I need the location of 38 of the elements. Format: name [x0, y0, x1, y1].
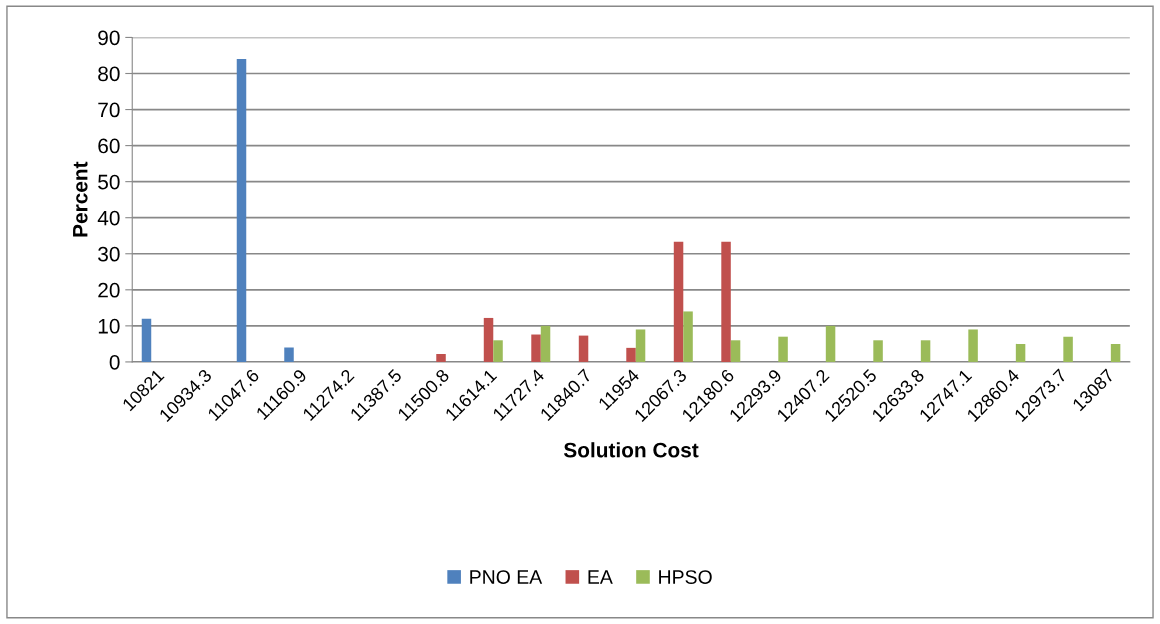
y-tick-label: 80 [98, 66, 120, 82]
y-tick-label: 50 [98, 174, 120, 190]
bar [284, 347, 294, 362]
bar [531, 334, 541, 362]
bar [721, 241, 731, 362]
bar [873, 340, 883, 362]
legend-label: EA [588, 570, 613, 584]
bar [635, 329, 646, 362]
bar [578, 335, 589, 362]
y-tick-label: 20 [98, 282, 120, 298]
bar [968, 329, 978, 362]
bar [673, 241, 684, 362]
bar [920, 340, 931, 362]
y-tick-label: 90 [98, 30, 120, 46]
legend-label: PNO EA [470, 570, 543, 584]
bar [483, 317, 494, 362]
bar [141, 318, 152, 362]
legend-label: HPSO [659, 570, 712, 584]
bar [778, 336, 788, 362]
y-tick-label: 30 [98, 246, 120, 262]
y-tick-label: 10 [98, 318, 120, 334]
y-tick-label: 0 [109, 354, 120, 370]
bar [626, 347, 636, 362]
y-tick-label: 70 [98, 102, 120, 118]
x-axis-title: Solution Cost [563, 442, 699, 458]
bar [493, 340, 503, 362]
bar [683, 311, 693, 362]
bar [236, 59, 247, 362]
bar [1110, 343, 1121, 362]
bar [825, 325, 836, 362]
bar [436, 353, 446, 362]
y-tick-label: 40 [97, 210, 120, 226]
bar [730, 340, 741, 362]
bar [1063, 336, 1073, 362]
bar [1015, 343, 1026, 362]
y-tick-label: 60 [98, 138, 120, 154]
bar [540, 325, 551, 362]
y-axis-title: Percent [73, 161, 88, 237]
